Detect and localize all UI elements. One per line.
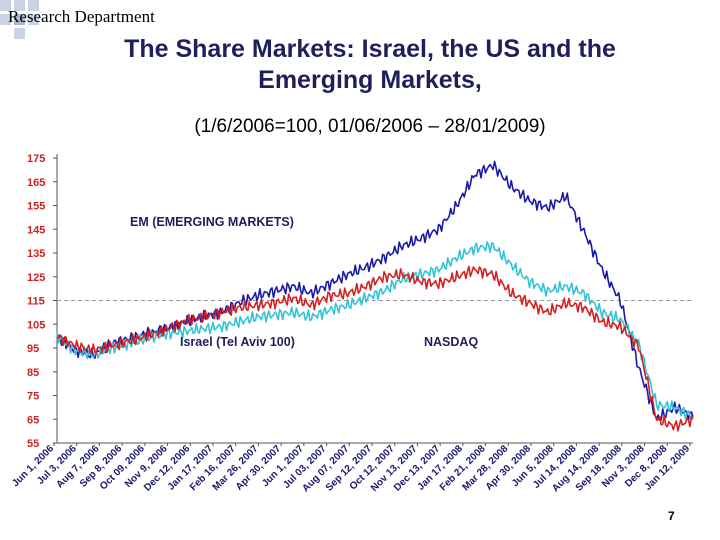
chart-annotation: NASDAQ (424, 335, 478, 349)
y-tick-label: 125 (27, 272, 45, 284)
series-line-israel-tel-aviv-100 (56, 265, 694, 432)
chart-annotation: Israel (Tel Aviv 100) (180, 335, 295, 349)
y-tick-label: 75 (27, 391, 39, 403)
y-tick-label: 65 (27, 414, 39, 426)
y-tick-label: 175 (27, 153, 45, 165)
series-line-em-emerging-markets (56, 160, 694, 421)
y-tick-label: 105 (27, 319, 45, 331)
page-subtitle: (1/6/2006=100, 01/06/2006 – 28/01/2009) (194, 116, 546, 137)
y-tick-label: 55 (27, 438, 39, 450)
chart-annotation: EM (EMERGING MARKETS) (130, 215, 294, 229)
title-line-1: The Share Markets: Israel, the US and th… (124, 35, 616, 63)
y-tick-label: 135 (27, 248, 45, 260)
y-tick-label: 165 (27, 177, 45, 189)
y-tick-label: 85 (27, 367, 39, 379)
y-tick-label: 145 (27, 224, 45, 236)
page-number: 7 (668, 509, 675, 523)
y-tick-label: 115 (27, 296, 45, 308)
title-line-2: Emerging Markets, (258, 66, 482, 94)
corner-decoration (0, 0, 40, 40)
department-label: Research Department (8, 7, 155, 26)
y-tick-label: 155 (27, 201, 45, 213)
y-tick-label: 95 (27, 343, 39, 355)
page-title: The Share Markets: Israel, the US and th… (60, 34, 680, 96)
